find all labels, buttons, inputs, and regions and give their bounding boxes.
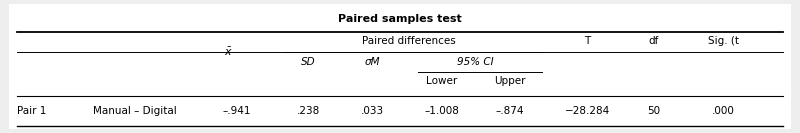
Text: 50: 50	[647, 106, 660, 116]
Text: –.941: –.941	[222, 106, 251, 116]
Text: −28.284: −28.284	[565, 106, 610, 116]
Text: σM: σM	[364, 57, 380, 67]
Text: SD: SD	[301, 57, 316, 67]
Text: Lower: Lower	[426, 76, 457, 86]
Text: $\bar{x}$: $\bar{x}$	[224, 45, 233, 58]
Text: Paired samples test: Paired samples test	[338, 14, 462, 24]
Text: .000: .000	[712, 106, 735, 116]
Text: Pair 1: Pair 1	[18, 106, 46, 116]
Text: Upper: Upper	[494, 76, 526, 86]
Text: Sig. (t: Sig. (t	[708, 36, 739, 46]
Text: 95% CI: 95% CI	[458, 57, 494, 67]
FancyBboxPatch shape	[10, 4, 790, 129]
Text: –.874: –.874	[496, 106, 524, 116]
Text: T: T	[584, 36, 590, 46]
Text: df: df	[648, 36, 658, 46]
Text: –1.008: –1.008	[424, 106, 459, 116]
Text: .033: .033	[361, 106, 384, 116]
Text: .238: .238	[297, 106, 320, 116]
Text: Paired differences: Paired differences	[362, 36, 456, 46]
Text: Manual – Digital: Manual – Digital	[93, 106, 177, 116]
